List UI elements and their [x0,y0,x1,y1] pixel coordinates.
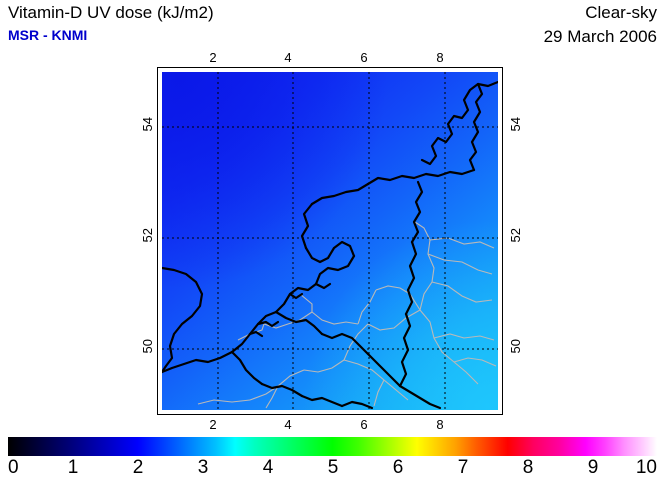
colorbar-tick-1: 1 [67,457,79,478]
uv-dose-field [162,72,498,410]
x-tick-bottom-0: 2 [209,417,217,432]
x-tick-top-3: 8 [436,50,444,65]
country-borders [197,221,497,409]
y-tick-left-0: 54 [140,117,155,132]
colorbar-tick-6: 6 [392,457,404,478]
x-tick-bottom-1: 4 [284,417,292,432]
y-tick-left-1: 52 [140,228,155,243]
map-canvas [162,72,498,410]
colorbar-tick-7: 7 [457,457,469,478]
map-plot [157,67,503,415]
y-tick-right-1: 52 [508,228,523,243]
colorbar [8,437,657,456]
map-gridlines [162,72,498,410]
x-tick-bottom-2: 6 [360,417,368,432]
y-tick-right-0: 54 [508,117,523,132]
colorbar-tick-10: 10 [635,457,657,478]
x-tick-top-0: 2 [209,50,217,65]
colorbar-tick-8: 8 [522,457,534,478]
colorbar-tick-9: 9 [587,457,599,478]
colorbar-tick-2: 2 [132,457,144,478]
sky-condition-label: Clear-sky [585,3,657,22]
coastlines [162,80,498,410]
x-tick-bottom-3: 8 [436,417,444,432]
date-label: 29 March 2006 [543,27,657,46]
colorbar-tick-4: 4 [262,457,274,478]
y-tick-right-2: 50 [508,339,523,354]
source-label: MSR - KNMI [8,27,88,43]
colorbar-tick-5: 5 [327,457,339,478]
x-tick-top-2: 6 [360,50,368,65]
colorbar-tick-0: 0 [8,457,19,478]
page-title: Vitamin-D UV dose (kJ/m2) [8,3,214,22]
colorbar-tick-3: 3 [197,457,209,478]
y-tick-left-2: 50 [140,339,155,354]
x-tick-top-1: 4 [284,50,292,65]
colorbar-gradient [8,437,657,456]
